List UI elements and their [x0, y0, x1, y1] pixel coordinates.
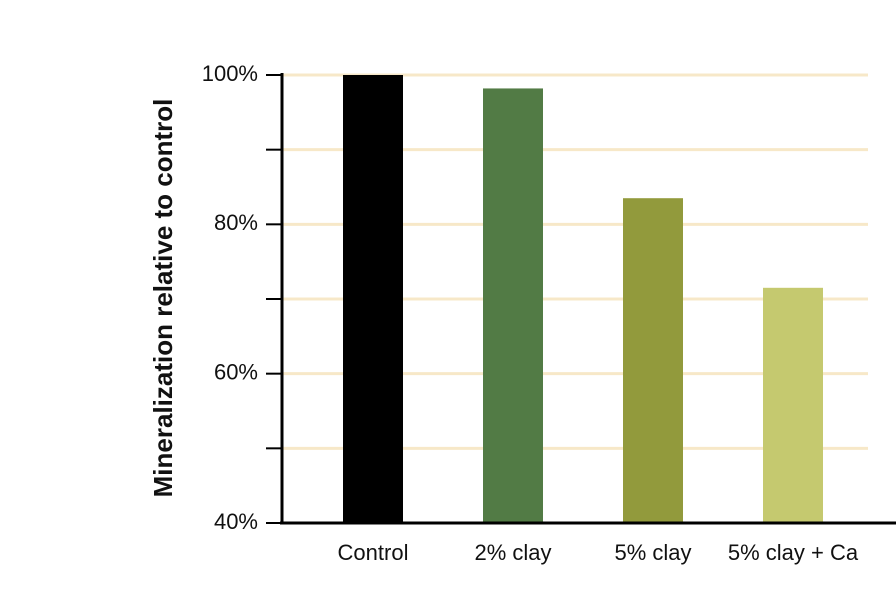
- bar: [483, 88, 543, 523]
- x-tick-label: 5% clay + Ca: [728, 540, 859, 565]
- x-tick-labels: Control 2% clay 5% clay 5% clay + Ca: [338, 540, 859, 565]
- x-tick-label: 5% clay: [614, 540, 691, 565]
- x-tick-label: 2% clay: [474, 540, 551, 565]
- bar: [763, 287, 823, 523]
- y-ticks: 40% 60% 80% 100%: [202, 61, 282, 534]
- y-tick-label: 60%: [214, 359, 258, 384]
- y-tick-label: 100%: [202, 61, 258, 86]
- bars: [343, 75, 823, 523]
- bar: [623, 198, 683, 523]
- y-tick-label: 40%: [214, 509, 258, 534]
- y-tick-label: 80%: [214, 210, 258, 235]
- y-axis-title: Mineralization relative to control: [148, 99, 178, 498]
- x-tick-label: Control: [338, 540, 409, 565]
- bar: [343, 75, 403, 523]
